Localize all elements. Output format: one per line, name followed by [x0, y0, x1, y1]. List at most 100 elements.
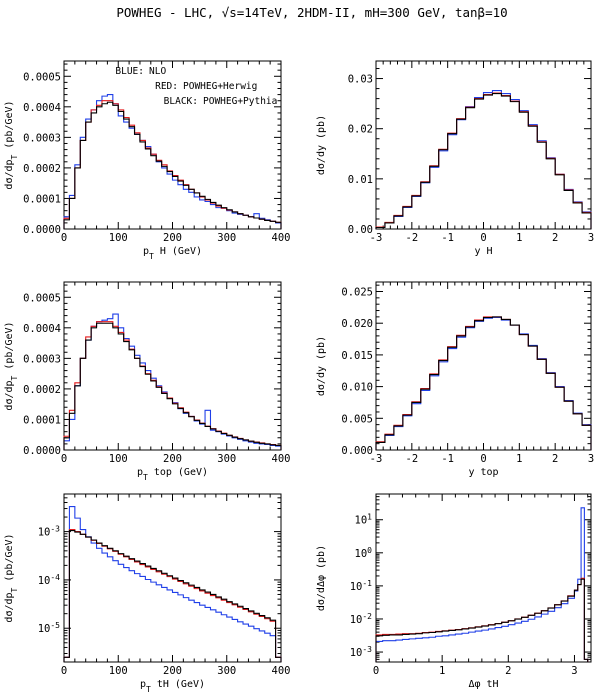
- x-tick-label: 400: [272, 665, 291, 677]
- panel-1: 0 100 200 300 400 0.0000 0.0001 0.0002 0.0003 0.0…: [4, 60, 291, 261]
- x-tick-label: 3: [588, 232, 594, 244]
- x-axis-label: pT tH (GeV): [140, 679, 205, 694]
- y-tick-label: 0.010: [341, 382, 373, 394]
- x-tick-label: -2: [406, 453, 419, 465]
- y-axis-label: dσ/dy (pb): [316, 115, 327, 175]
- series-pythia: [63, 322, 282, 450]
- y-tick-label: 0.0001: [23, 414, 61, 426]
- x-axis-label: Δφ tH: [468, 679, 498, 690]
- x-tick-label: 200: [163, 453, 182, 465]
- series-nlo: [375, 316, 592, 450]
- figure-title: POWHEG - LHC, √s=14TeV, 2HDM-II, mH=300 …: [116, 5, 507, 20]
- x-axis-label: y H: [474, 246, 492, 257]
- x-tick-label: 200: [163, 232, 182, 244]
- x-tick-label: 0: [373, 665, 379, 677]
- y-tick-label: 10-2: [350, 611, 372, 626]
- series-pythia: [63, 101, 282, 229]
- plot-frame: [375, 281, 592, 451]
- x-tick-label: 1: [439, 665, 445, 677]
- x-tick-label: 400: [272, 453, 291, 465]
- y-tick-label: 0.00: [348, 224, 373, 236]
- y-tick-label: 0.015: [341, 350, 373, 362]
- y-tick-label: 0.01: [348, 174, 373, 186]
- series-pythia: [375, 93, 592, 229]
- series-herwig: [63, 321, 282, 450]
- series-herwig: [375, 316, 592, 450]
- panel-6: 0 1 2 3 10-3 10-2 10-1 100 101 Δφ tH dσ/dΔφ (pb): [316, 493, 592, 690]
- x-tick-label: 1: [516, 453, 522, 465]
- series-nlo: [63, 94, 282, 229]
- series-nlo: [63, 313, 282, 450]
- x-tick-label: 100: [109, 453, 128, 465]
- x-tick-label: 0: [480, 232, 486, 244]
- x-axis-label: pT H (GeV): [143, 246, 202, 261]
- y-tick-label: 0.0003: [23, 353, 61, 365]
- plot-frame: [63, 281, 282, 451]
- series-herwig: [375, 577, 589, 662]
- x-tick-label: 2: [552, 453, 558, 465]
- y-tick-label: 0.025: [341, 287, 373, 299]
- x-tick-label: -1: [441, 232, 454, 244]
- y-tick-label: 0.0004: [23, 102, 61, 114]
- series-herwig: [63, 100, 282, 229]
- y-tick-label: 0.0003: [23, 132, 61, 144]
- y-tick-label: 10-4: [38, 572, 60, 587]
- y-tick-label: 10-3: [38, 524, 60, 539]
- x-tick-label: 0: [480, 453, 486, 465]
- y-tick-label: 0.0002: [23, 384, 61, 396]
- x-tick-label: -3: [370, 232, 383, 244]
- panel-4: -3 -2 -1 0 1 2 3 0.000 0.005 0.010 0.015 0.020 0.025…: [316, 281, 594, 478]
- series-pythia: [375, 316, 592, 450]
- y-tick-label: 10-1: [350, 578, 372, 593]
- panel-2: -3 -2 -1 0 1 2 3 0.00 0.01 0.02 0.03 y H dσ/dy (pb): [316, 60, 594, 257]
- y-tick-label: 10-3: [350, 645, 372, 660]
- x-tick-label: 100: [109, 232, 128, 244]
- panel-3: 0 100 200 300 400 0.0000 0.0001 0.0002 0.0003 0.0…: [4, 281, 291, 482]
- x-tick-label: 300: [217, 453, 236, 465]
- plot-frame: [375, 493, 592, 663]
- legend-entry-text: POWHEG+Pythia: [203, 96, 277, 107]
- x-tick-label: 0: [61, 232, 67, 244]
- x-tick-label: 100: [109, 665, 128, 677]
- x-tick-label: 1: [516, 232, 522, 244]
- x-tick-label: 3: [588, 453, 594, 465]
- y-tick-label: 0.000: [341, 445, 373, 457]
- y-tick-label: 100: [355, 545, 373, 560]
- series-herwig: [375, 92, 592, 229]
- x-tick-label: 300: [217, 665, 236, 677]
- series-pythia: [375, 578, 589, 662]
- y-tick-label: 0.020: [341, 318, 373, 330]
- y-tick-label: 0.0001: [23, 193, 61, 205]
- y-axis-label: dσ/dy (pb): [316, 336, 327, 396]
- panel-5: 0 100 200 300 400 10-5 10-4 10-3 pT tH (GeV) dσ/d…: [4, 493, 291, 694]
- series-nlo: [63, 505, 282, 662]
- legend-entry: BLUE:: [115, 66, 144, 77]
- y-axis-label: dσ/dΔφ (pb): [316, 545, 327, 611]
- y-tick-label: 0.0002: [23, 163, 61, 175]
- y-axis-label: dσ/dpT (pb/GeV): [4, 100, 19, 189]
- x-tick-label: 3: [571, 665, 577, 677]
- y-tick-label: 0.03: [348, 74, 373, 86]
- x-tick-label: -2: [406, 232, 419, 244]
- series-nlo: [375, 90, 592, 229]
- legend: BLUE: NLO RED: POWHEG+Herwig BLACK: POWHEG+Py…: [115, 66, 277, 107]
- x-tick-label: 400: [272, 232, 291, 244]
- y-axis-label: dσ/dpT (pb/GeV): [4, 321, 19, 410]
- x-tick-label: -1: [441, 453, 454, 465]
- legend-entry-text: NLO: [149, 66, 166, 77]
- series-pythia: [63, 530, 282, 662]
- series-nlo: [375, 507, 589, 662]
- x-tick-label: -3: [370, 453, 383, 465]
- y-tick-label: 0.0004: [23, 323, 61, 335]
- x-tick-label: 0: [61, 665, 67, 677]
- y-tick-label: 101: [355, 512, 373, 527]
- y-tick-label: 0.0005: [23, 292, 61, 304]
- x-tick-label: 0: [61, 453, 67, 465]
- legend-entry-text: POWHEG+Herwig: [183, 81, 257, 92]
- y-tick-label: 10-5: [38, 621, 60, 636]
- x-tick-label: 2: [552, 232, 558, 244]
- x-tick-label: 2: [505, 665, 511, 677]
- x-tick-label: 200: [163, 665, 182, 677]
- legend-entry: BLACK:: [164, 96, 198, 107]
